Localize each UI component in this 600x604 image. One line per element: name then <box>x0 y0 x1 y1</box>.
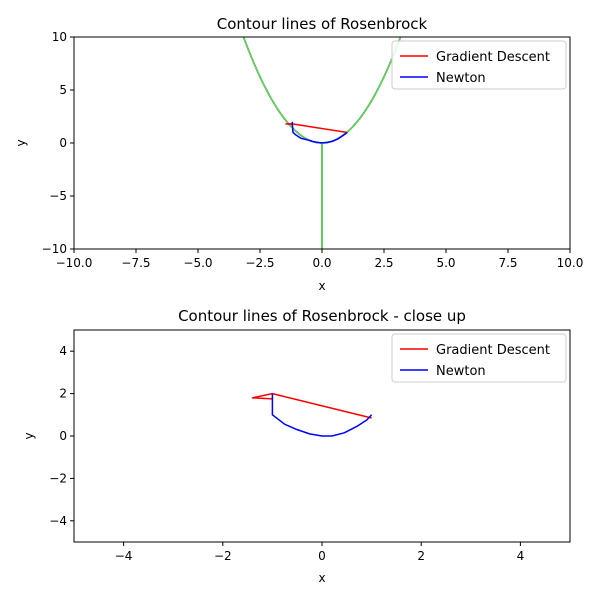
legend-label-newton: Newton <box>436 71 486 86</box>
y-tick-label: 0 <box>59 136 67 150</box>
y-tick-label: −5 <box>49 189 67 203</box>
chart-title: Contour lines of Rosenbrock <box>217 15 428 33</box>
y-axis-label: y <box>14 139 28 146</box>
x-tick-label: 2.5 <box>374 256 393 270</box>
x-tick-label: −5.0 <box>183 256 212 270</box>
x-tick-label: 0.0 <box>312 256 331 270</box>
legend-label-newton: Newton <box>436 364 486 379</box>
x-tick-label: 0 <box>318 549 326 563</box>
x-tick-label: 4 <box>517 549 525 563</box>
x-axis-label: x <box>318 571 325 585</box>
y-tick-label: 4 <box>59 344 67 358</box>
y-axis-label: y <box>22 432 36 439</box>
y-tick-label: 5 <box>59 83 67 97</box>
x-tick-label: 7.5 <box>498 256 517 270</box>
y-tick-label: −2 <box>49 471 67 485</box>
x-axis-label: x <box>318 279 325 293</box>
x-tick-label: 10.0 <box>557 256 584 270</box>
y-tick-label: −4 <box>49 514 67 528</box>
y-tick-label: −10 <box>42 242 67 256</box>
x-tick-label: −10.0 <box>56 256 93 270</box>
legend-label-gradient-descent: Gradient Descent <box>436 343 550 358</box>
legend-label-gradient-descent: Gradient Descent <box>436 50 550 65</box>
x-tick-label: −7.5 <box>121 256 150 270</box>
x-tick-label: −2 <box>214 549 232 563</box>
chart-title: Contour lines of Rosenbrock - close up <box>178 307 466 325</box>
legend: Gradient Descent Newton <box>392 41 566 89</box>
x-tick-label: 5.0 <box>436 256 455 270</box>
x-tick-label: 2 <box>417 549 425 563</box>
y-tick-label: 0 <box>59 429 67 443</box>
y-tick-label: 10 <box>52 30 67 44</box>
x-tick-label: −2.5 <box>245 256 274 270</box>
x-tick-label: −4 <box>115 549 133 563</box>
legend: Gradient Descent Newton <box>392 334 566 382</box>
y-tick-label: 2 <box>59 387 67 401</box>
